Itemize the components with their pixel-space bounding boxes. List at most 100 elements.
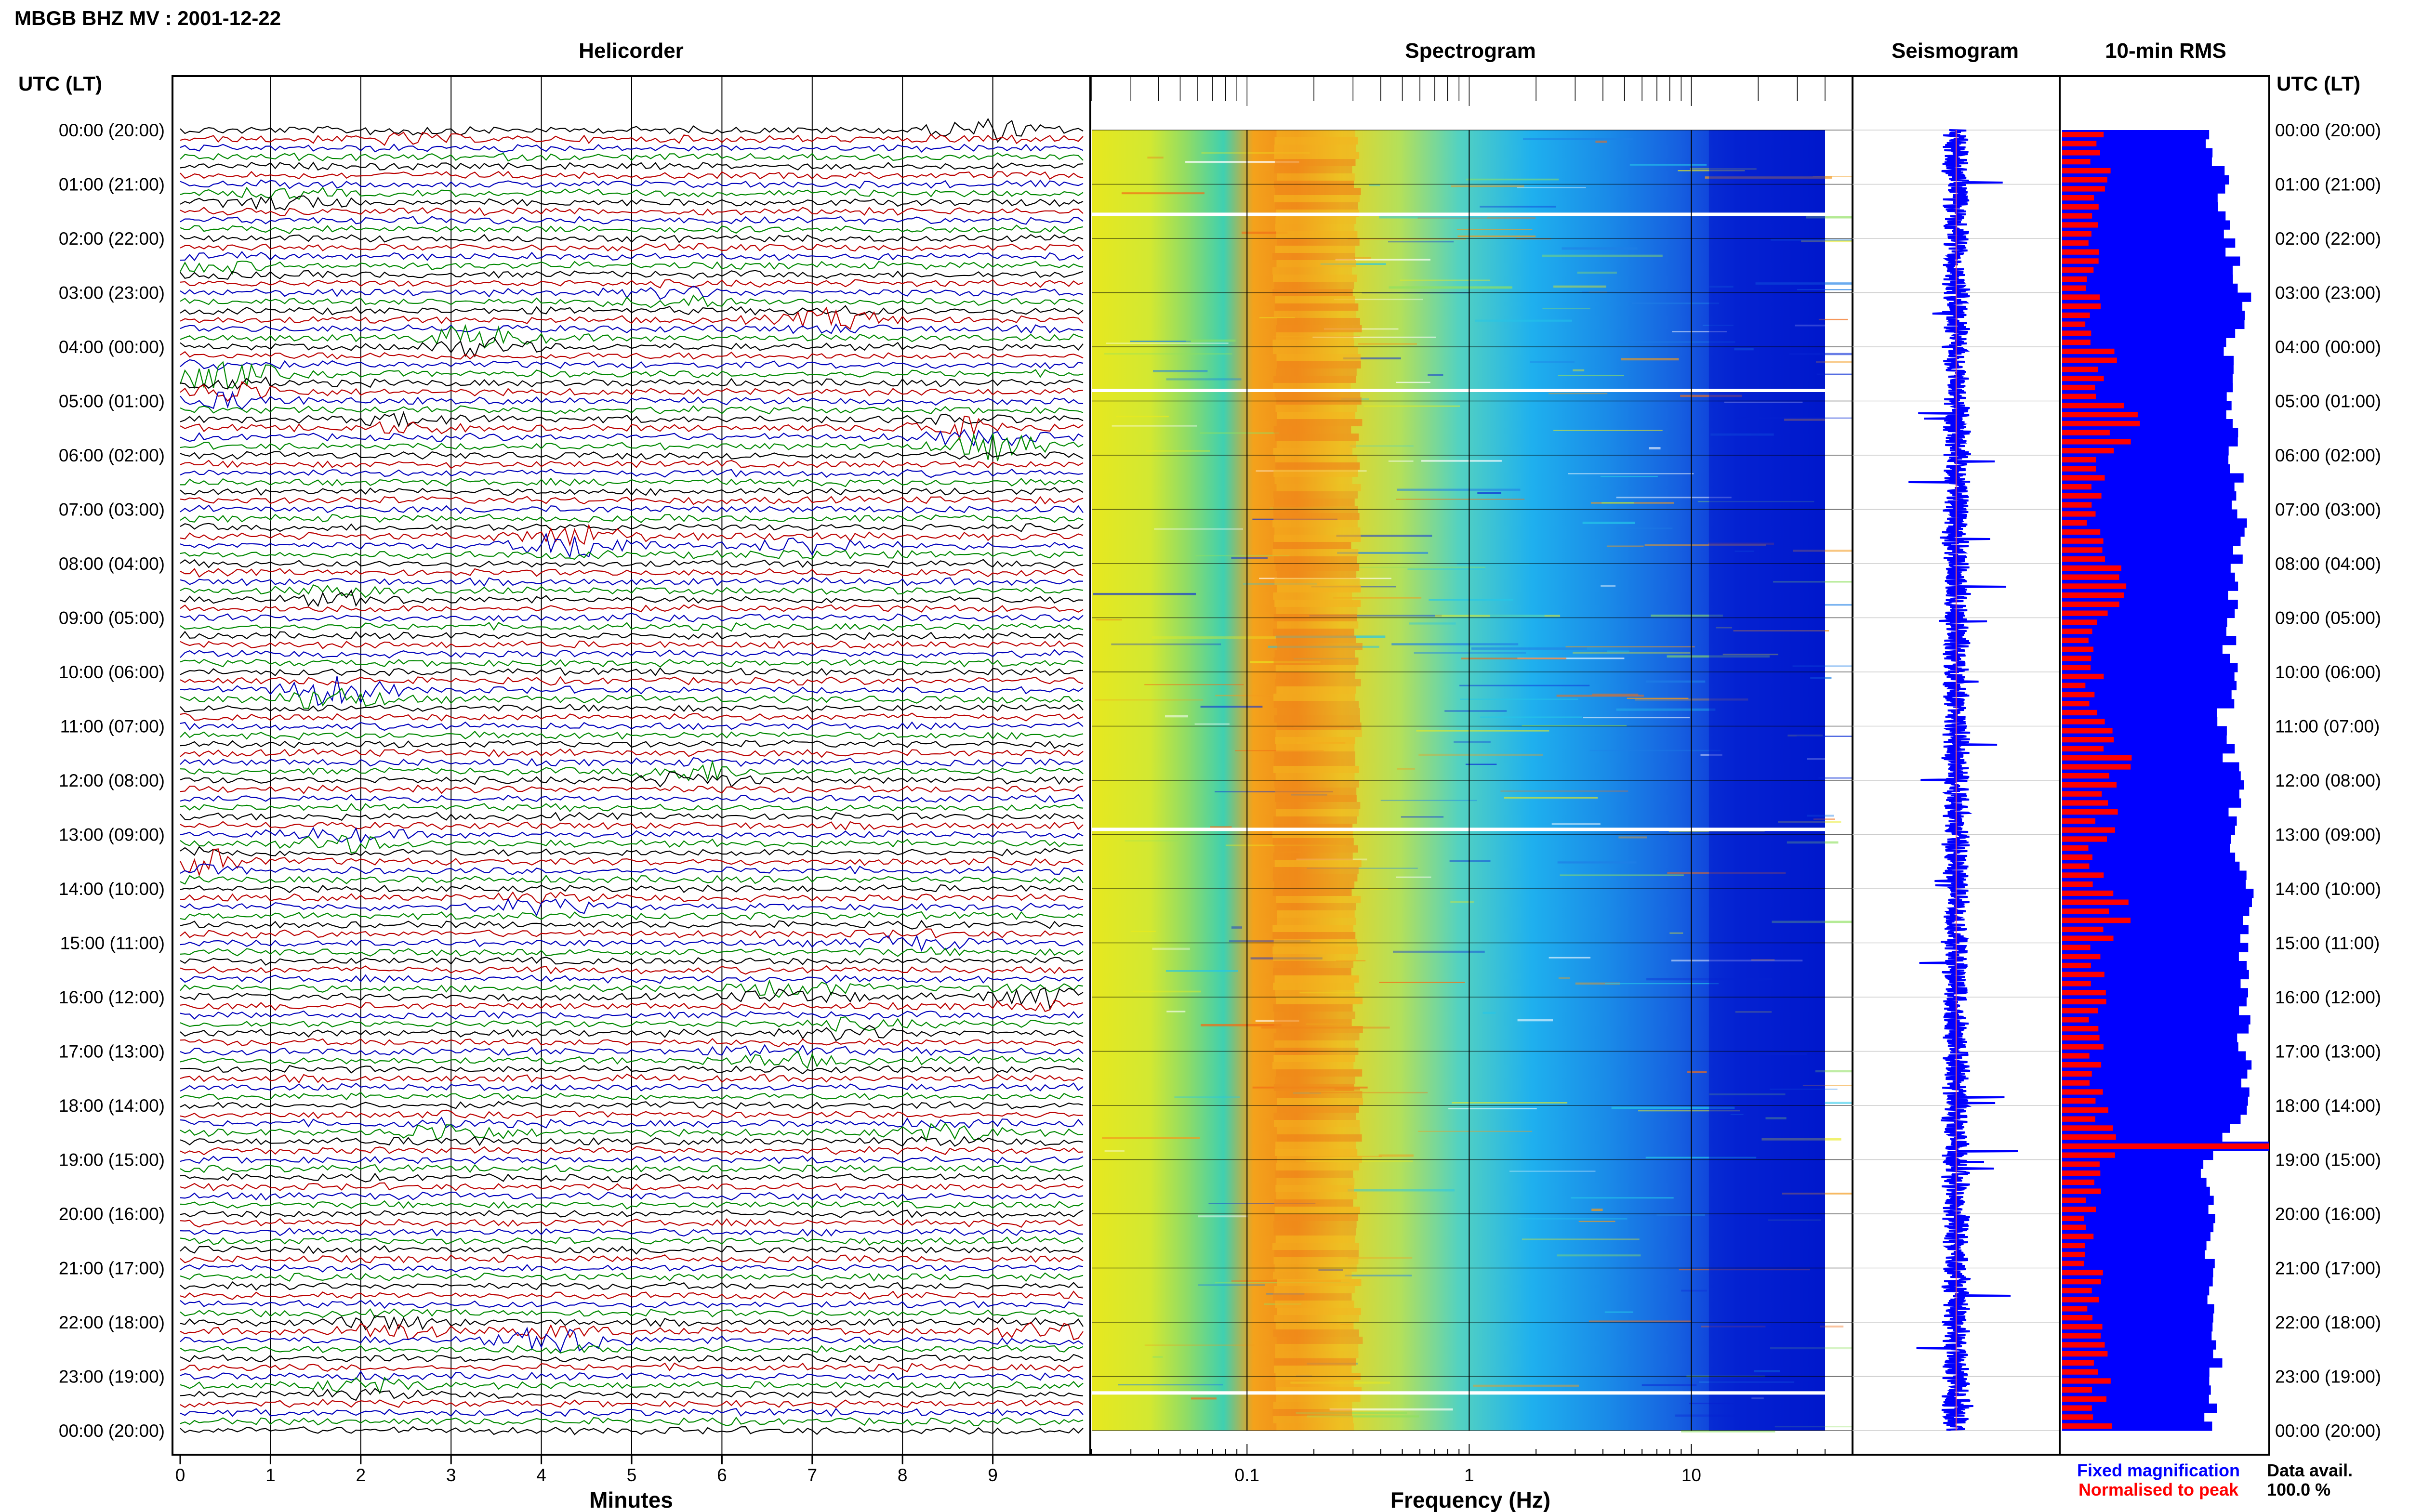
hour-label-left: 18:00 (14:00) xyxy=(59,1096,165,1116)
rms-bar-fixed xyxy=(2062,943,2249,952)
rms-bar-normalised xyxy=(2062,1297,2099,1302)
rms-bar-normalised xyxy=(2062,141,2097,146)
spectrogram-microseism-band xyxy=(1276,672,1355,679)
spectrogram-microseism-band xyxy=(1273,1221,1357,1228)
legend-fixed-magnification: Fixed magnification xyxy=(2077,1460,2240,1480)
spectrogram-row xyxy=(1391,643,1519,645)
helicorder-trace xyxy=(180,1407,1084,1417)
rms-bar-fixed xyxy=(2062,302,2243,311)
rms-bar-fixed xyxy=(2062,311,2245,320)
spectrogram-row xyxy=(1818,318,1848,320)
rms-bar-fixed xyxy=(2062,1096,2248,1106)
spectrogram-row xyxy=(1448,1108,1537,1109)
spectrogram-row xyxy=(1773,581,1884,583)
spectrogram-microseism-band xyxy=(1274,881,1355,889)
spectrogram-microseism-band xyxy=(1276,325,1362,332)
spectrogram-microseism-band xyxy=(1272,932,1356,939)
spectrogram-microseism-band xyxy=(1277,173,1355,181)
rms-bar-normalised xyxy=(2062,1369,2098,1375)
rms-bar-normalised xyxy=(2062,1080,2090,1086)
spectrogram-row xyxy=(1583,717,1690,719)
rms-bar-normalised xyxy=(2062,1125,2113,1131)
spectrogram-microseism-band xyxy=(1272,1062,1354,1069)
rms-bar-normalised xyxy=(2062,999,2106,1005)
helicorder-trace xyxy=(180,381,1084,402)
spectrogram-row xyxy=(1641,1384,1697,1386)
rms-bar-fixed xyxy=(2062,654,2230,663)
rms-bar-fixed xyxy=(2062,961,2247,971)
spectrogram-row xyxy=(1591,1209,1603,1211)
spectrogram-microseism-band xyxy=(1273,1416,1353,1423)
rms-bar-normalised xyxy=(2062,646,2093,652)
spectrogram-row xyxy=(1575,982,1620,985)
rms-bar-normalised xyxy=(2062,412,2138,418)
rms-bar-fixed xyxy=(2062,1223,2214,1233)
spectrogram-microseism-band xyxy=(1274,751,1355,759)
hour-label-left: 06:00 (02:00) xyxy=(59,446,165,465)
rms-bar-normalised xyxy=(2062,330,2091,336)
hour-label-left: 20:00 (16:00) xyxy=(59,1204,165,1224)
helicorder-trace xyxy=(180,486,1084,496)
spectrogram-microseism-band xyxy=(1275,188,1361,195)
rms-bar-fixed xyxy=(2062,1250,2205,1260)
helicorder-trace xyxy=(180,504,1084,514)
rms-bar-normalised xyxy=(2062,357,2117,363)
spectrogram-microseism-band xyxy=(1274,303,1359,311)
rms-bar-normalised xyxy=(2062,809,2118,815)
spectrogram-row xyxy=(1407,568,1485,570)
spectrogram-row xyxy=(1133,990,1201,993)
spectrogram-microseism-band xyxy=(1274,166,1352,173)
spectrogram-microseism-band xyxy=(1274,600,1361,607)
rms-title: 10-min RMS xyxy=(2105,39,2226,63)
hour-label-right: 05:00 (01:00) xyxy=(2275,392,2381,411)
spectrogram-row xyxy=(1606,545,1644,547)
rms-bar-fixed xyxy=(2062,464,2230,474)
rms-bar-normalised xyxy=(2062,1261,2084,1266)
rms-bar-normalised xyxy=(2062,222,2098,228)
spectrogram-row xyxy=(1517,1019,1553,1022)
rms-bar-normalised xyxy=(2062,520,2087,526)
hour-label-right: 11:00 (07:00) xyxy=(2275,717,2380,736)
helicorder-trace xyxy=(180,1353,1084,1363)
helicorder-trace xyxy=(180,1164,1084,1173)
spectrogram-microseism-band xyxy=(1275,455,1358,462)
rms-bar-normalised xyxy=(2062,1143,2269,1149)
spectrogram-microseism-band xyxy=(1277,621,1359,629)
helicorder-trace xyxy=(180,1344,1084,1354)
rms-bar-normalised xyxy=(2062,1152,2115,1158)
spectrogram-microseism-band xyxy=(1276,1069,1363,1077)
spectrogram-row xyxy=(1466,178,1559,181)
spectrogram-row xyxy=(1645,1157,1757,1158)
spectrogram-row xyxy=(1454,741,1491,743)
spectrogram-microseism-band xyxy=(1273,1084,1354,1091)
rms-bar-normalised xyxy=(2062,1396,2106,1402)
spectrogram-row xyxy=(1618,341,1735,343)
helicorder-trace xyxy=(180,1172,1084,1183)
hour-labels-right: 00:00 (20:00) 01:00 (21:00) 02:00 (22:00) 0… xyxy=(2275,120,2381,1441)
spectrogram-microseism-band xyxy=(1275,217,1356,224)
spectrogram-row xyxy=(1093,592,1196,595)
helicorder-trace xyxy=(180,336,1084,358)
spectrogram-microseism-band xyxy=(1272,549,1359,556)
rms-bar-normalised xyxy=(2062,1351,2108,1357)
rms-bar-normalised xyxy=(2062,990,2106,996)
helicorder-trace xyxy=(180,411,1084,428)
spectrogram-row xyxy=(1774,1426,1897,1428)
rms-bar-normalised xyxy=(2062,619,2097,625)
helicorder-trace xyxy=(180,1300,1084,1309)
rms-bar-normalised xyxy=(2062,1116,2095,1122)
helicorder-trace xyxy=(180,589,1084,607)
helicorder-trace xyxy=(180,667,1084,677)
spectrogram-row xyxy=(1618,836,1647,839)
hour-label-right: 18:00 (14:00) xyxy=(2275,1096,2381,1116)
rms-bar-fixed xyxy=(2062,319,2245,329)
helicorder-trace xyxy=(180,1416,1084,1427)
spectrogram-gap xyxy=(1092,1391,1825,1395)
rms-bar-fixed xyxy=(2062,247,2226,257)
rms-bar-normalised xyxy=(2062,240,2089,246)
rms-bar-normalised xyxy=(2062,845,2089,851)
rms-bar-fixed xyxy=(2062,473,2244,483)
spectrogram-microseism-band xyxy=(1275,1091,1363,1098)
rms-bar-fixed xyxy=(2062,455,2229,465)
spectrogram-row xyxy=(1194,723,1230,725)
